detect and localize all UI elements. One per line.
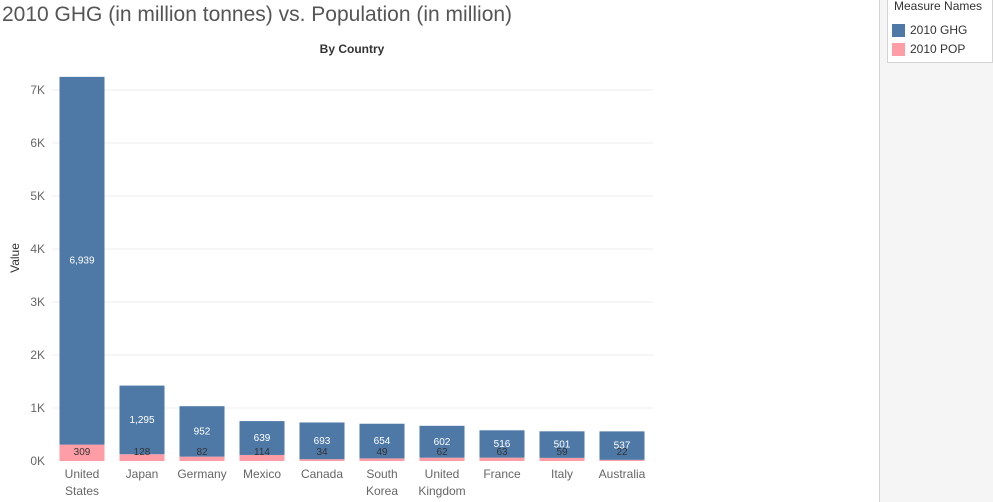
bar-pop [359, 458, 405, 461]
x-tick-label: Canada [301, 467, 343, 481]
x-tick-label: Germany [177, 467, 226, 481]
data-label-pop: 59 [556, 447, 568, 458]
y-axis-label: Value [8, 243, 22, 273]
y-tick-label: 0K [30, 454, 45, 468]
y-tick-label: 2K [30, 348, 45, 362]
x-tick-label: Japan [126, 467, 159, 481]
bar-pop [299, 459, 345, 461]
x-tick-label: United States [65, 467, 100, 498]
x-tick-label: Australia [599, 467, 646, 481]
x-tick-label: France [483, 467, 521, 481]
data-label-ghg: 1,295 [129, 415, 154, 426]
bar-pop [59, 444, 105, 461]
chart-title: 2010 GHG (in million tonnes) vs. Populat… [2, 3, 513, 26]
y-tick-label: 3K [30, 295, 45, 309]
y-tick-label: 6K [30, 136, 45, 150]
legend-item-pop[interactable]: 2010 POP [892, 42, 990, 58]
bar-pop [179, 456, 225, 461]
data-label-pop: 34 [316, 447, 328, 458]
bar-ghg [59, 76, 105, 445]
bar-ghg [119, 385, 165, 455]
data-label-ghg: 516 [494, 439, 511, 450]
chart-canvas: By Country Value 0K 1K 2K 3K 4K 5K 6K 7K 6,939 3… [8, 42, 653, 498]
bar-ghg [239, 421, 285, 455]
y-tick-label: 5K [30, 189, 45, 203]
x-tick-label: United Kingdom [418, 467, 465, 498]
data-label-ghg: 952 [194, 426, 211, 437]
data-label-ghg: 654 [374, 436, 391, 447]
y-tick-label: 7K [30, 83, 45, 97]
bar-ghg [479, 430, 525, 458]
legend-label-ghg: 2010 GHG [910, 23, 968, 37]
bar-ghg [419, 425, 465, 458]
bar-pop [419, 457, 465, 461]
legend-swatch-ghg [892, 24, 905, 37]
data-label-ghg: 501 [554, 440, 571, 451]
bar-ghg [599, 431, 645, 460]
legend-title: Measure Names [894, 0, 983, 13]
legend[interactable]: Measure Names 2010 GHG 2010 POP [887, 0, 993, 63]
bar-ghg [539, 431, 585, 458]
data-label-ghg: 639 [254, 433, 271, 444]
y-tick-label: 4K [30, 242, 45, 256]
data-label-pop: 82 [196, 447, 208, 458]
bar-ghg [299, 422, 345, 460]
data-label-pop: 114 [254, 447, 270, 458]
legend-item-ghg[interactable]: 2010 GHG [892, 23, 990, 39]
chart-subtitle: By Country [320, 42, 385, 56]
legend-label-pop: 2010 POP [910, 42, 966, 56]
data-label-pop: 22 [616, 447, 628, 458]
data-label-pop: 309 [74, 447, 91, 458]
legend-swatch-pop [892, 43, 905, 56]
data-label-ghg: 6,939 [69, 256, 94, 267]
data-label-pop: 62 [436, 447, 448, 458]
y-axis-ticks: 0K 1K 2K 3K 4K 5K 6K 7K [30, 83, 45, 468]
bar-ghg [359, 423, 405, 459]
bar-pop [479, 457, 525, 461]
bar-ghg [179, 406, 225, 457]
x-tick-label: South Korea [366, 467, 398, 498]
gridlines [52, 89, 653, 409]
side-panel [879, 0, 993, 502]
data-label-pop: 63 [496, 447, 508, 458]
data-label-pop: 128 [134, 447, 151, 458]
data-label-ghg: 693 [314, 436, 331, 447]
data-label-ghg: 602 [434, 437, 451, 448]
x-tick-label: Mexico [243, 467, 281, 481]
y-tick-label: 1K [30, 401, 45, 415]
bar-pop [539, 457, 585, 461]
data-label-pop: 49 [376, 447, 388, 458]
bar-pop [119, 454, 165, 461]
bar-pop [239, 454, 285, 461]
data-label-ghg: 537 [614, 441, 631, 452]
bar-pop [599, 459, 645, 461]
x-tick-label: Italy [551, 467, 573, 481]
x-axis-ticks: United States Japan Germany Mexico Canada Sout… [65, 467, 646, 498]
